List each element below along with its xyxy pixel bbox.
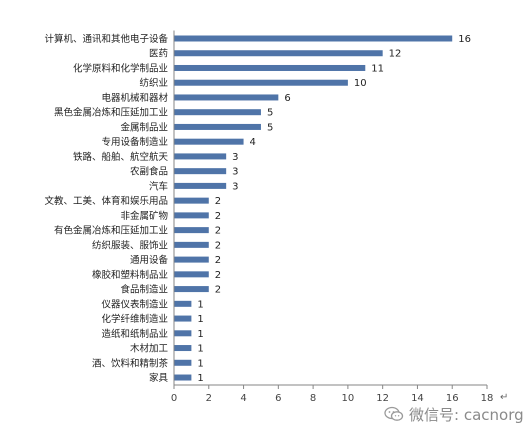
data-label: 11 [371, 63, 384, 74]
data-label: 5 [267, 108, 273, 119]
category-label: 计算机、通讯和其他电子设备 [44, 33, 168, 45]
data-label: 2 [215, 196, 221, 207]
bar [174, 35, 453, 42]
bar [174, 330, 192, 337]
bars-group [174, 35, 453, 381]
data-label: 2 [215, 240, 221, 251]
data-label: 2 [215, 226, 221, 237]
bar [174, 64, 366, 71]
x-tick-label: 6 [275, 393, 281, 404]
category-label: 黑色金属冶炼和压延加工业 [54, 107, 168, 119]
category-label: 非金属矿物 [120, 210, 168, 222]
category-label: 专用设备制造业 [101, 136, 168, 148]
data-label: 5 [267, 122, 273, 133]
x-tick-label: 4 [240, 393, 246, 404]
data-label: 2 [215, 255, 221, 266]
x-axis: 0 2 4 6 8 10 12 14 16 18 [171, 30, 494, 404]
data-label: 2 [215, 211, 221, 222]
return-mark: ↵ [500, 392, 509, 403]
category-label: 电器机械和器材 [101, 92, 168, 104]
data-label: 1 [197, 314, 203, 325]
bar [174, 212, 209, 219]
bar [174, 271, 209, 278]
category-label: 橡胶和塑料制品业 [92, 269, 168, 281]
x-tick-label: 18 [481, 393, 494, 404]
data-label: 10 [354, 78, 367, 89]
category-label: 造纸和纸制品业 [101, 328, 168, 340]
category-label: 汽车 [149, 180, 168, 192]
category-label: 铁路、船舶、航空航天 [73, 151, 169, 163]
data-label: 2 [215, 270, 221, 281]
category-labels: 计算机、通讯和其他电子设备医药化学原料和化学制品业纺织业电器机械和器材黑色金属冶… [44, 33, 168, 384]
bar [174, 300, 192, 307]
category-label: 酒、饮料和精制茶 [92, 357, 169, 369]
data-label: 2 [215, 285, 221, 296]
x-tick-label: 2 [206, 393, 212, 404]
bar [174, 109, 261, 116]
bar [174, 168, 227, 175]
bar [174, 241, 209, 248]
category-label: 木材加工 [130, 343, 169, 355]
data-label: 1 [197, 358, 203, 369]
bar [174, 359, 192, 366]
watermark-text: 微信号: cacnorg [409, 405, 524, 424]
bar [174, 79, 348, 86]
category-label: 纺织服装、服饰业 [92, 239, 168, 251]
data-label: 3 [232, 152, 238, 163]
bar [174, 227, 209, 234]
category-label: 通用设备 [130, 254, 169, 266]
x-tick-label: 0 [171, 393, 177, 404]
data-label: 12 [389, 49, 402, 60]
bar [174, 50, 383, 57]
data-label: 16 [458, 34, 471, 45]
data-label: 3 [232, 167, 238, 178]
wechat-icon [384, 406, 404, 421]
x-tick-label: 10 [342, 393, 355, 404]
data-label: 1 [197, 299, 203, 310]
x-tick-label: 16 [446, 393, 459, 404]
bar [174, 256, 209, 263]
data-label: 4 [250, 137, 256, 148]
data-label: 3 [232, 181, 238, 192]
bar [174, 182, 227, 189]
x-tick-label: 12 [376, 393, 389, 404]
x-tick-label: 14 [411, 393, 424, 404]
x-tick-label: 8 [310, 393, 316, 404]
category-label: 仪器仪表制造业 [101, 298, 168, 310]
data-label: 1 [197, 373, 203, 384]
category-label: 文教、工美、体育和娱乐用品 [44, 195, 168, 207]
bar [174, 94, 279, 101]
category-label: 化学原料和化学制品业 [73, 62, 168, 74]
bar [174, 286, 209, 293]
category-label: 医药 [149, 49, 168, 60]
category-label: 化学纤维制造业 [101, 313, 168, 325]
bar [174, 374, 192, 381]
data-label: 1 [197, 329, 203, 340]
bar [174, 345, 192, 352]
bar [174, 123, 261, 130]
bar [174, 138, 244, 145]
bar [174, 153, 227, 160]
bar [174, 197, 209, 204]
watermark: 微信号: cacnorg [384, 402, 524, 426]
category-label: 家具 [149, 372, 169, 384]
category-label: 有色金属冶炼和压延加工业 [54, 225, 168, 237]
category-label: 纺织业 [139, 77, 168, 89]
bar [174, 315, 192, 322]
data-label: 6 [284, 93, 290, 104]
category-label: 农副食品 [130, 166, 168, 178]
data-label: 1 [197, 344, 203, 355]
category-label: 金属制品业 [120, 121, 168, 133]
category-label: 食品制造业 [120, 284, 168, 296]
